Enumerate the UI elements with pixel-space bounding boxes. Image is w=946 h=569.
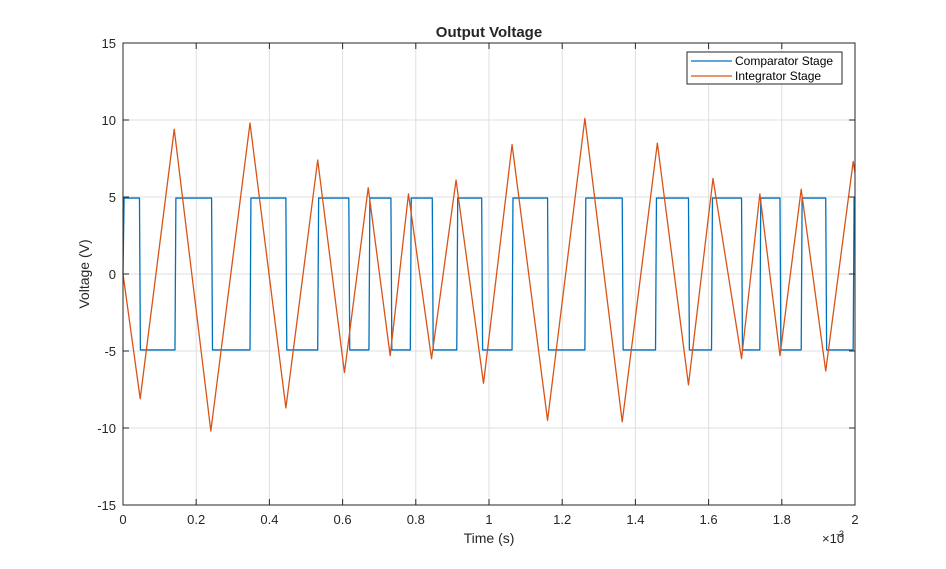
x-tick-label: 0 [119, 512, 126, 527]
chart-title: Output Voltage [436, 24, 542, 41]
x-tick-label: 1.4 [626, 512, 644, 527]
series-line-integrator [122, 117, 856, 432]
y-tick-label: -15 [97, 498, 116, 513]
x-tick-label: 1 [485, 512, 492, 527]
y-tick-label: 15 [102, 36, 116, 51]
y-tick-label: 10 [102, 113, 116, 128]
x-tick-labels: 0 0.2 0.4 0.6 0.8 1 1.2 1.4 1.6 1.8 2 [119, 512, 858, 527]
y-tick-labels: -15 -10 -5 0 5 10 15 [97, 36, 116, 513]
x-tick-label: 1.8 [773, 512, 791, 527]
legend[interactable]: Comparator Stage Integrator Stage [686, 51, 843, 85]
x-exponent-base: ×10 [822, 531, 844, 546]
legend-box [686, 51, 843, 85]
legend-label-integrator: Integrator Stage [735, 69, 821, 83]
y-tick-label: 0 [109, 267, 116, 282]
x-tick-label: 0.2 [187, 512, 205, 527]
legend-item-integrator[interactable]: Integrator Stage [691, 69, 821, 83]
y-tick-label: -10 [97, 421, 116, 436]
x-axis-exponent: ×10 -3 [822, 529, 844, 546]
x-exponent-power: -3 [836, 529, 844, 539]
tick-marks [122, 42, 856, 506]
legend-label-comparator: Comparator Stage [735, 54, 833, 68]
x-tick-label: 0.8 [407, 512, 425, 527]
x-axis-label: Time (s) [464, 530, 515, 546]
legend-item-comparator[interactable]: Comparator Stage [691, 54, 833, 68]
y-tick-label: 5 [109, 190, 116, 205]
y-axis-label: Voltage (V) [76, 239, 92, 308]
y-tick-label: -5 [104, 344, 116, 359]
x-tick-label: 1.2 [553, 512, 571, 527]
series-layer [122, 117, 856, 432]
x-tick-label: 0.6 [334, 512, 352, 527]
x-tick-label: 1.6 [700, 512, 718, 527]
x-tick-label: 0.4 [260, 512, 278, 527]
x-tick-label: 2 [851, 512, 858, 527]
